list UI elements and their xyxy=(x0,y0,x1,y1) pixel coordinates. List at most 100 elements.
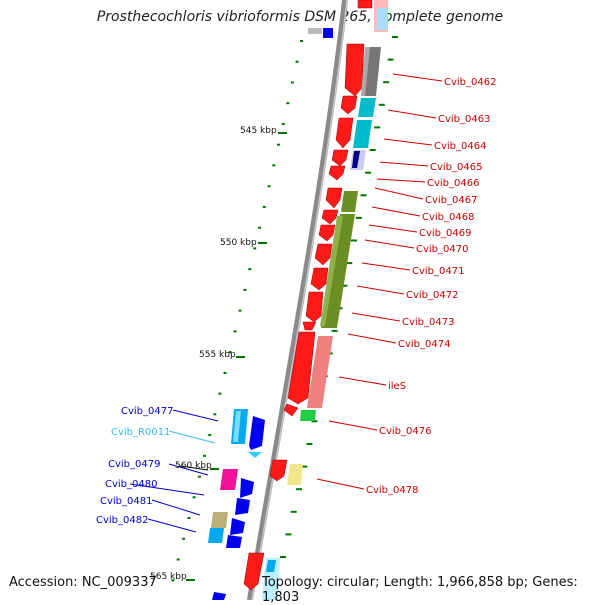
feature-block[interactable] xyxy=(266,560,276,572)
gene-forward[interactable] xyxy=(321,209,339,225)
feature-block[interactable] xyxy=(235,498,250,515)
gene-forward[interactable] xyxy=(243,552,265,591)
feature-block[interactable] xyxy=(377,8,387,30)
gene-label[interactable]: Cvib_0481 xyxy=(100,496,152,507)
feature-block[interactable] xyxy=(220,469,238,490)
forward-strand-genes xyxy=(243,0,373,591)
feature-block[interactable] xyxy=(248,452,262,458)
gene-label[interactable]: Cvib_0477 xyxy=(121,406,173,417)
gene-label[interactable]: Cvib_0465 xyxy=(430,162,482,173)
tick-marks xyxy=(280,36,398,558)
ring-tick xyxy=(346,262,353,265)
ring-dot xyxy=(253,247,257,250)
ring-tick xyxy=(341,284,348,287)
genome-backbone-highlight xyxy=(251,0,348,600)
gene-forward[interactable] xyxy=(314,243,333,266)
ring-dot xyxy=(213,413,217,416)
gene-label[interactable]: Cvib_0469 xyxy=(419,228,471,239)
gene-forward[interactable] xyxy=(269,459,288,482)
gene-forward[interactable] xyxy=(318,224,336,242)
map-title: Prosthecochloris vibrioformis DSM 265, c… xyxy=(96,9,504,25)
ring-tick xyxy=(280,556,286,558)
ring-tick xyxy=(383,81,390,84)
gene-forward[interactable] xyxy=(310,267,329,291)
feature-block[interactable] xyxy=(212,592,226,600)
feature-block[interactable] xyxy=(320,216,343,326)
gene-forward[interactable] xyxy=(335,117,354,149)
gene-label[interactable]: Cvib_0467 xyxy=(425,195,477,206)
gene-forward[interactable] xyxy=(340,95,358,115)
feature-block[interactable] xyxy=(308,28,322,34)
ring-tick xyxy=(392,36,398,38)
gene-label[interactable]: Cvib_0464 xyxy=(434,141,486,152)
feature-block[interactable] xyxy=(323,28,333,38)
ruler-label-545: 545 kbp xyxy=(240,126,277,136)
ring-tick xyxy=(378,103,385,106)
ring-dot xyxy=(267,185,271,188)
gene-forward[interactable] xyxy=(331,149,349,167)
feature-block[interactable] xyxy=(226,535,242,548)
gene-label[interactable]: Cvib_0480 xyxy=(105,479,157,490)
gene-label[interactable]: Cvib_0476 xyxy=(379,426,431,437)
ring-tick xyxy=(285,533,292,536)
ring-dot xyxy=(171,579,175,582)
ring-dot xyxy=(182,537,186,540)
leader-line-trna xyxy=(168,430,216,444)
gene-labels-right: Cvib_0462 Cvib_0463 Cvib_0464 Cvib_0465 … xyxy=(366,77,496,496)
gene-label[interactable]: Cvib_0468 xyxy=(422,212,474,223)
gene-forward[interactable] xyxy=(328,165,346,181)
ring-tick xyxy=(311,420,318,423)
ring-dot xyxy=(208,434,212,437)
ring-dot xyxy=(272,164,276,167)
feature-block[interactable] xyxy=(211,512,228,528)
gene-label[interactable]: Cvib_0466 xyxy=(427,178,479,189)
ring-dot xyxy=(187,517,191,519)
gene-label[interactable]: Cvib_0473 xyxy=(402,317,454,328)
gene-forward[interactable] xyxy=(283,403,299,417)
feature-block[interactable] xyxy=(361,47,370,96)
feature-block[interactable] xyxy=(321,214,355,328)
gene-forward[interactable] xyxy=(357,0,373,9)
feature-block[interactable] xyxy=(262,558,280,600)
gene-label[interactable]: Cvib_0462 xyxy=(444,77,496,88)
feature-block[interactable] xyxy=(341,191,358,212)
feature-block[interactable] xyxy=(240,478,254,498)
gene-label[interactable]: Cvib_0470 xyxy=(416,244,468,255)
feature-block[interactable] xyxy=(287,464,303,485)
ring-tick xyxy=(301,465,308,468)
ring-dot xyxy=(243,288,247,291)
gene-label[interactable]: Cvib_0478 xyxy=(366,485,418,496)
ring-dot xyxy=(218,392,222,395)
ring-tick xyxy=(374,126,381,129)
gene-label[interactable]: Cvib_0471 xyxy=(412,266,464,277)
ring-dot xyxy=(295,60,299,63)
gene-label[interactable]: Cvib_0472 xyxy=(406,290,458,301)
feature-block[interactable] xyxy=(208,528,224,543)
gene-label[interactable]: Cvib_R0011 xyxy=(111,427,170,438)
gene-forward[interactable] xyxy=(287,331,316,405)
feature-block[interactable] xyxy=(353,120,372,148)
feature-block[interactable] xyxy=(352,151,360,168)
gene-label[interactable]: Cvib_0474 xyxy=(398,339,450,350)
gene-forward[interactable] xyxy=(344,43,365,97)
feature-block[interactable] xyxy=(249,416,265,450)
feature-block[interactable] xyxy=(233,411,241,442)
gene-forward[interactable] xyxy=(305,291,324,323)
gene-forward[interactable] xyxy=(302,321,317,331)
gene-label[interactable]: Cvib_0482 xyxy=(96,515,148,526)
feature-block[interactable] xyxy=(230,518,245,535)
feature-block[interactable] xyxy=(307,336,333,408)
leader-lines-right xyxy=(316,73,443,490)
ruler-label-550: 550 kbp xyxy=(220,238,257,248)
feature-block[interactable] xyxy=(300,410,316,421)
ring-tick xyxy=(306,443,313,445)
gene-forward[interactable] xyxy=(325,187,343,209)
ring-dot xyxy=(262,205,266,208)
gene-label[interactable]: ileS xyxy=(388,381,406,392)
feature-block[interactable] xyxy=(358,98,376,117)
gene-label[interactable]: Cvib_0479 xyxy=(108,459,160,470)
ring-dot xyxy=(248,268,252,271)
ring-dot xyxy=(238,309,242,312)
gene-label[interactable]: Cvib_0463 xyxy=(438,114,490,125)
